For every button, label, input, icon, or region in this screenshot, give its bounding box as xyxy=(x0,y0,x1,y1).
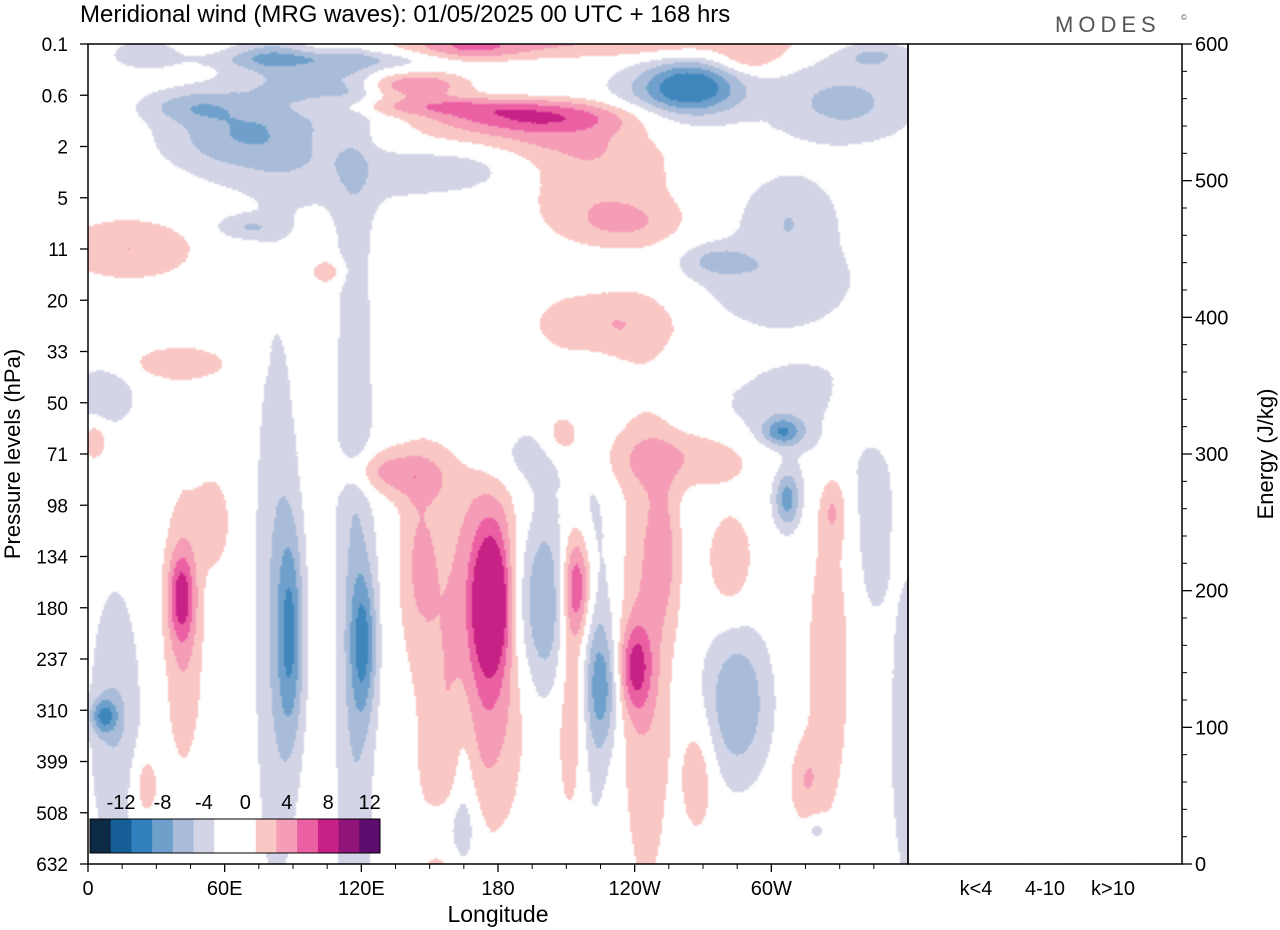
y-tick-label: 71 xyxy=(47,445,68,466)
energy-tick-label: 100 xyxy=(1195,717,1228,739)
x-tick-label: 60E xyxy=(207,878,243,900)
brand-registered-mark: © xyxy=(1181,13,1187,22)
energy-axis: 0 100 200 300 400 500 600 xyxy=(1182,34,1228,876)
x-axis: 0 60E 120E 180 120W 60W xyxy=(82,864,875,900)
x-tick-label: 120E xyxy=(338,878,385,900)
colorbar-label: 4 xyxy=(281,792,292,814)
colorbar-swatch xyxy=(152,819,174,853)
energy-tick-label: 400 xyxy=(1195,307,1228,329)
energy-tick-label: 500 xyxy=(1195,171,1228,193)
colorbar-swatch xyxy=(276,819,298,853)
y-tick-label: 310 xyxy=(36,701,68,722)
colorbar-swatch xyxy=(172,819,195,853)
colorbar-swatches xyxy=(90,819,381,853)
y-tick-label: 5 xyxy=(57,189,68,210)
colorbar: -12 -8 -4 0 4 8 12 xyxy=(89,792,381,854)
y-tick-label: 237 xyxy=(36,650,68,671)
y-tick-label: 180 xyxy=(36,599,68,620)
colorbar-swatch xyxy=(90,819,112,853)
colorbar-labels: -12 -8 -4 0 4 8 12 xyxy=(107,792,381,814)
chart-title: Meridional wind (MRG waves): 01/05/2025 … xyxy=(80,1,730,28)
y-tick-label: 0.6 xyxy=(42,86,68,107)
colorbar-swatch xyxy=(131,819,153,853)
energy-bars xyxy=(954,863,1135,864)
energy-category-label: k<4 xyxy=(960,878,993,900)
x-tick-label: 0 xyxy=(82,878,93,900)
y-axis-label: Pressure levels (hPa) xyxy=(0,349,25,559)
colorbar-label: 0 xyxy=(240,792,251,814)
x-tick-label: 60W xyxy=(751,878,792,900)
energy-tick-label: 600 xyxy=(1195,34,1228,56)
x-tick-label: 180 xyxy=(481,878,514,900)
heatmap-field xyxy=(88,44,908,864)
y-tick-label: 399 xyxy=(36,753,68,774)
y-tick-label: 33 xyxy=(47,343,68,364)
x-axis-label: Longitude xyxy=(447,901,548,927)
y-tick-label: 2 xyxy=(57,138,68,159)
y-tick-label: 0.1 xyxy=(42,35,68,56)
colorbar-swatch xyxy=(359,819,381,853)
y-tick-label: 98 xyxy=(47,496,68,517)
brand-logo: MODES xyxy=(1055,12,1161,37)
y-tick-label: 11 xyxy=(48,240,68,261)
x-tick-label: 120W xyxy=(609,878,661,900)
y-tick-label: 508 xyxy=(36,804,68,825)
y-axis: 0.1 0.6 2 5 11 20 33 50 71 98 134 180 237 310 399 508 63… xyxy=(36,35,88,876)
energy-categories: k<4 4-10 k>10 xyxy=(960,878,1135,900)
energy-panel-frame xyxy=(907,43,1183,865)
colorbar-swatch xyxy=(297,819,319,853)
colorbar-label: 12 xyxy=(359,792,381,814)
y-tick-label: 134 xyxy=(36,548,68,569)
y-tick-label: 50 xyxy=(47,394,68,415)
colorbar-label: 8 xyxy=(323,792,334,814)
energy-bar xyxy=(954,863,998,864)
colorbar-swatch xyxy=(338,819,360,853)
energy-panel: 0 100 200 300 400 500 600 k<4 4-10 k>10 Energy (… xyxy=(907,34,1278,900)
main-panel: 0.1 0.6 2 5 11 20 33 50 71 98 134 180 237 310 399 508 63… xyxy=(0,35,909,927)
energy-category-label: k>10 xyxy=(1091,878,1135,900)
colorbar-label: -12 xyxy=(107,792,136,814)
colorbar-swatch xyxy=(235,819,257,853)
energy-tick-label: 300 xyxy=(1195,444,1228,466)
energy-bar xyxy=(1091,863,1135,864)
colorbar-label: -8 xyxy=(154,792,172,814)
colorbar-swatch xyxy=(193,819,215,853)
colorbar-swatch xyxy=(317,819,340,853)
colorbar-label: -4 xyxy=(195,792,213,814)
energy-category-label: 4-10 xyxy=(1025,878,1065,900)
energy-tick-label: 0 xyxy=(1195,854,1206,876)
energy-bar xyxy=(1023,863,1067,864)
y-tick-label: 20 xyxy=(47,291,68,312)
energy-tick-label: 200 xyxy=(1195,581,1228,603)
colorbar-frame xyxy=(89,818,381,854)
colorbar-swatch xyxy=(214,819,236,853)
colorbar-swatch xyxy=(255,819,277,853)
energy-axis-label: Energy (J/kg) xyxy=(1253,389,1278,520)
y-tick-label: 632 xyxy=(36,855,68,876)
colorbar-swatch xyxy=(110,819,132,853)
